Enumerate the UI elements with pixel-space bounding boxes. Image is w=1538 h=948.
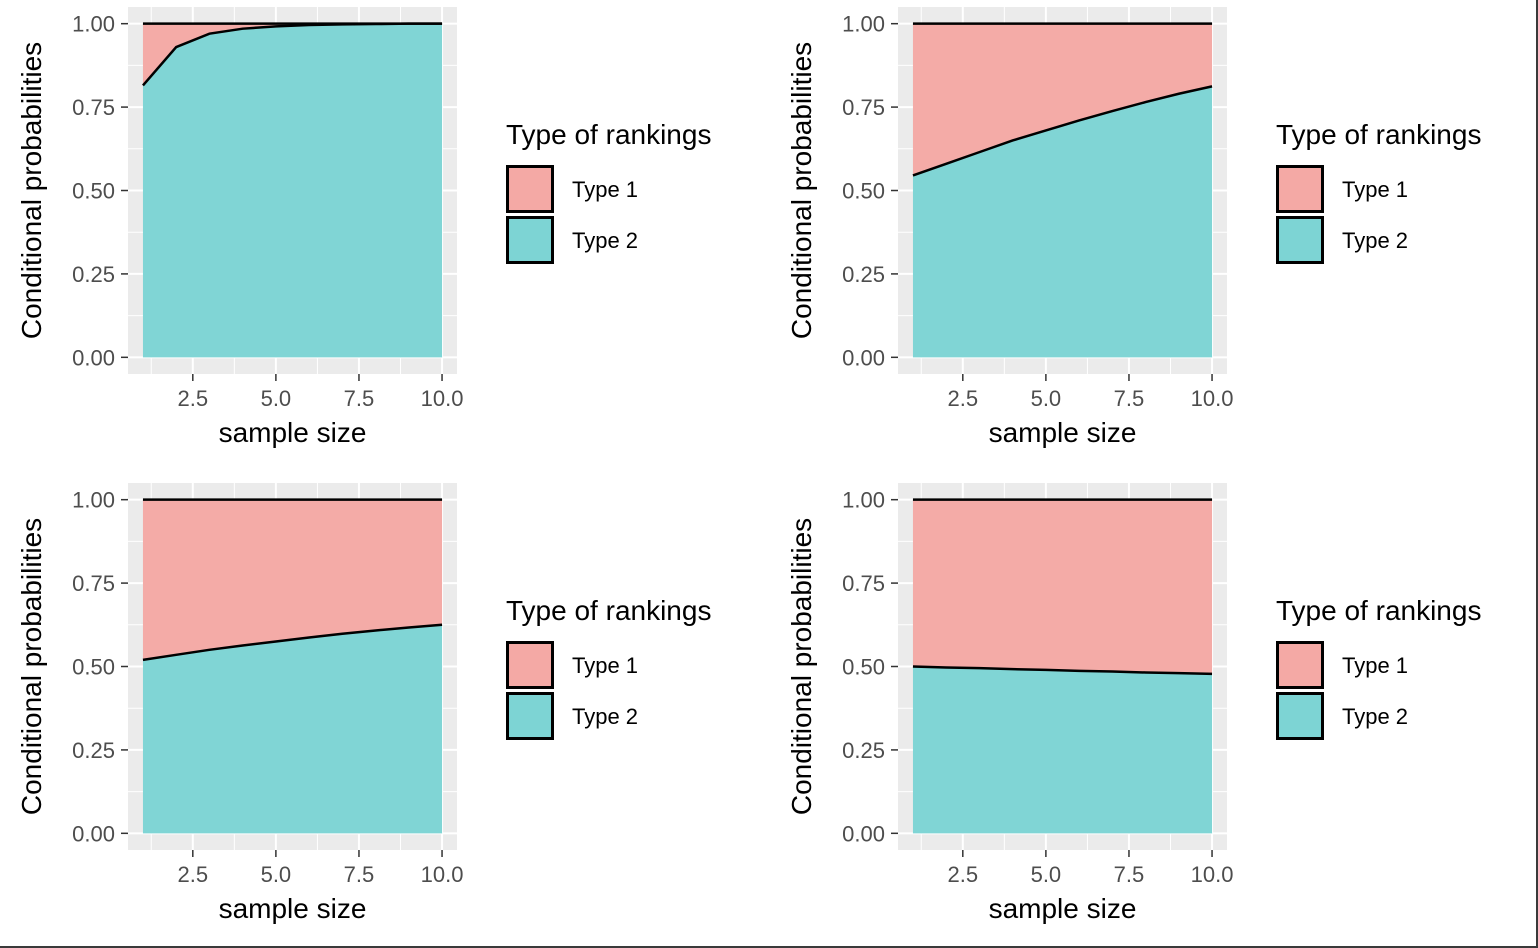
legend-key-type-2 [1276,692,1324,740]
legend-title: Type of rankings [1276,119,1481,150]
area-type-2 [142,624,443,834]
legend-label-type-1: Type 1 [572,653,638,678]
area-type-2 [912,86,1213,358]
y-tick-label: 0.50 [72,655,115,680]
x-tick-label: 7.5 [1114,386,1145,411]
series-line-boundary [142,22,443,87]
legend-title: Type of rankings [506,595,711,626]
chart-panel-3: 0.00 0.25 0.50 0.75 1.00 2.5 5.0 7.5 10.0 sample … [16,483,711,924]
series-line-boundary [912,85,1213,177]
x-axis-title: sample size [989,417,1137,448]
y-tick-label: 1.00 [72,12,115,37]
x-tick-label: 7.5 [344,386,375,411]
y-axis-title: Conditional probabilities [16,42,47,339]
x-tick-label: 5.0 [261,386,292,411]
x-tick-label: 5.0 [1031,386,1062,411]
y-tick-label: 0.00 [72,821,115,846]
x-axis-title: sample size [989,893,1137,924]
legend-label-type-2: Type 2 [572,228,638,253]
area-type-1 [912,499,1213,674]
chart-panel-2: 0.00 0.25 0.50 0.75 1.00 2.5 5.0 7.5 10.0 sample … [786,7,1481,448]
y-tick-label: 0.00 [842,821,885,846]
x-tick-label: 2.5 [178,862,209,887]
y-tick-label: 0.25 [72,262,115,287]
legend-key-type-2 [506,216,554,264]
x-axis-title: sample size [219,417,367,448]
legend-title: Type of rankings [1276,595,1481,626]
legend: Type of rankings Type 1 Type 2 [1276,119,1481,264]
y-tick-label: 0.00 [72,345,115,370]
x-tick-label: 2.5 [948,386,979,411]
y-tick-label: 0.75 [842,95,885,120]
legend: Type of rankings Type 1 Type 2 [506,119,711,264]
x-tick-label: 10.0 [421,386,464,411]
legend-label-type-2: Type 2 [572,704,638,729]
legend-key-type-1 [506,641,554,689]
legend-key-type-1 [1276,165,1324,213]
x-tick-label: 7.5 [1114,862,1145,887]
legend-title: Type of rankings [506,119,711,150]
y-axis-title: Conditional probabilities [786,518,817,815]
y-tick-label: 0.50 [842,179,885,204]
chart-panel-4: 0.00 0.25 0.50 0.75 1.00 2.5 5.0 7.5 10.0 sample … [786,483,1481,924]
legend-key-type-1 [506,165,554,213]
y-tick-label: 0.00 [842,345,885,370]
x-tick-label: 2.5 [948,862,979,887]
area-type-1 [912,23,1213,176]
area-type-2 [142,23,443,358]
y-tick-label: 0.75 [72,95,115,120]
y-tick-label: 1.00 [842,12,885,37]
legend-label-type-1: Type 1 [572,177,638,202]
x-tick-label: 10.0 [421,862,464,887]
y-tick-label: 0.75 [72,571,115,596]
legend: Type of rankings Type 1 Type 2 [506,595,711,740]
x-tick-label: 5.0 [261,862,292,887]
legend-label-type-2: Type 2 [1342,704,1408,729]
legend-label-type-1: Type 1 [1342,653,1408,678]
legend-key-type-2 [1276,216,1324,264]
x-tick-label: 2.5 [178,386,209,411]
area-type-1 [142,499,443,660]
x-tick-label: 7.5 [344,862,375,887]
x-tick-label: 10.0 [1191,386,1234,411]
y-tick-label: 0.50 [842,655,885,680]
y-tick-label: 1.00 [842,488,885,513]
y-axis-title: Conditional probabilities [16,518,47,815]
y-tick-label: 1.00 [72,488,115,513]
chart-panel-1: 0.00 0.25 0.50 0.75 1.00 2.5 5.0 7.5 10.0 sample … [16,7,711,448]
y-tick-label: 0.25 [842,262,885,287]
y-tick-label: 0.25 [842,738,885,763]
y-tick-label: 0.25 [72,738,115,763]
legend-key-type-1 [1276,641,1324,689]
area-type-2 [912,666,1213,834]
x-tick-label: 10.0 [1191,862,1234,887]
series-line-boundary [912,665,1213,676]
legend-key-type-2 [506,692,554,740]
legend-label-type-2: Type 2 [1342,228,1408,253]
y-axis-title: Conditional probabilities [786,42,817,339]
x-tick-label: 5.0 [1031,862,1062,887]
area-type-1 [142,23,443,86]
series-line-boundary [142,623,443,662]
legend: Type of rankings Type 1 Type 2 [1276,595,1481,740]
y-tick-label: 0.50 [72,179,115,204]
y-tick-label: 0.75 [842,571,885,596]
legend-label-type-1: Type 1 [1342,177,1408,202]
x-axis-title: sample size [219,893,367,924]
